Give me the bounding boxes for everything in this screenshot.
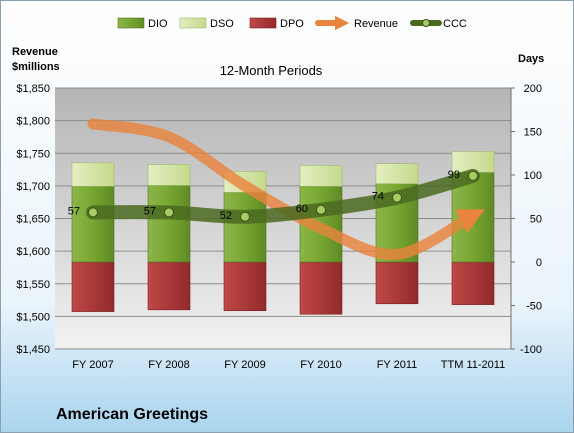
bar-dpo — [71, 261, 115, 312]
ccc-point — [468, 170, 478, 181]
bar-dio — [147, 185, 191, 263]
legend-label: CCC — [443, 18, 467, 30]
right-tick-label: 200 — [524, 83, 542, 95]
right-axis-label: Days — [518, 53, 544, 65]
legend-label: DIO — [148, 18, 168, 30]
ccc-line — [86, 168, 480, 224]
right-tick-label: 150 — [524, 127, 542, 139]
x-tick-label: FY 2009 — [224, 359, 265, 371]
left-tick-label: $1,500 — [16, 311, 50, 323]
bar-dso — [71, 162, 115, 187]
right-tick-label: 100 — [524, 170, 542, 182]
left-tick-label: $1,600 — [16, 246, 50, 258]
right-tick-label: 50 — [530, 214, 542, 226]
ccc-point — [316, 204, 326, 215]
ccc-data-label: 52 — [220, 210, 232, 222]
ccc-labels: 57 57 52 60 74 99 — [68, 169, 460, 222]
x-tick-label: TTM 11-2011 — [441, 359, 505, 371]
bar-dso — [375, 163, 419, 185]
left-tick-label: $1,700 — [16, 181, 50, 193]
ccc-data-label: 99 — [448, 169, 460, 181]
ccc-data-label: 60 — [296, 203, 308, 215]
bar-dpo — [299, 261, 343, 315]
ccc-data-label: 57 — [68, 205, 80, 217]
right-tick-label: -50 — [526, 301, 542, 313]
bar-dio — [223, 192, 267, 263]
legend-label: Revenue — [354, 18, 398, 30]
bar-dpo — [147, 261, 191, 311]
legend-swatch-ccc-point — [422, 19, 430, 27]
x-tick-label: FY 2008 — [148, 359, 189, 371]
left-tick-label: $1,750 — [16, 148, 50, 160]
left-tick-label: $1,650 — [16, 214, 50, 226]
x-tick-label: FY 2007 — [72, 359, 113, 371]
left-tick-label: $1,550 — [16, 279, 50, 291]
left-tick-label: $1,850 — [16, 83, 50, 95]
legend-swatch-dpo — [249, 17, 277, 29]
right-tick-label: -100 — [520, 344, 542, 356]
left-tick-label: $1,450 — [16, 344, 50, 356]
legend: DIO DSO DPO Revenue CCC — [117, 15, 467, 31]
bar-dio — [71, 186, 115, 263]
ccc-data-label: 74 — [372, 191, 384, 203]
left-axis-label-line1: Revenue — [12, 46, 58, 58]
x-tick-label: FY 2010 — [300, 359, 341, 371]
bar-dso — [147, 164, 191, 186]
bar-dso — [299, 165, 343, 187]
ccc-data-label: 57 — [144, 205, 156, 217]
right-axis: -100 -50 0 50 100 150 200 — [510, 83, 542, 356]
x-axis: FY 2007 FY 2008 FY 2009 FY 2010 FY 2011 TTM 1… — [72, 359, 505, 371]
right-tick-label: 0 — [536, 257, 542, 269]
bar-dpo — [451, 261, 495, 305]
bar-dpo — [223, 261, 267, 312]
left-axis-label-line2: $millions — [12, 61, 60, 73]
bar-dpo — [375, 261, 419, 305]
legend-swatch-dio — [117, 17, 145, 29]
chart-title: 12-Month Periods — [220, 63, 323, 78]
ccc-point — [240, 211, 250, 222]
legend-label: DPO — [280, 18, 304, 30]
left-tick-label: $1,800 — [16, 116, 50, 128]
ccc-point — [392, 192, 402, 203]
lines-group — [86, 118, 485, 260]
x-tick-label: FY 2011 — [377, 359, 418, 371]
company-name: American Greetings — [56, 406, 208, 423]
legend-swatch-dso — [179, 17, 207, 29]
ccc-point — [164, 207, 174, 218]
legend-label: DSO — [210, 18, 234, 30]
ccc-point — [88, 207, 98, 218]
left-axis: $1,450 $1,500 $1,550 $1,600 $1,650 $1,700 $1,7… — [16, 83, 50, 356]
